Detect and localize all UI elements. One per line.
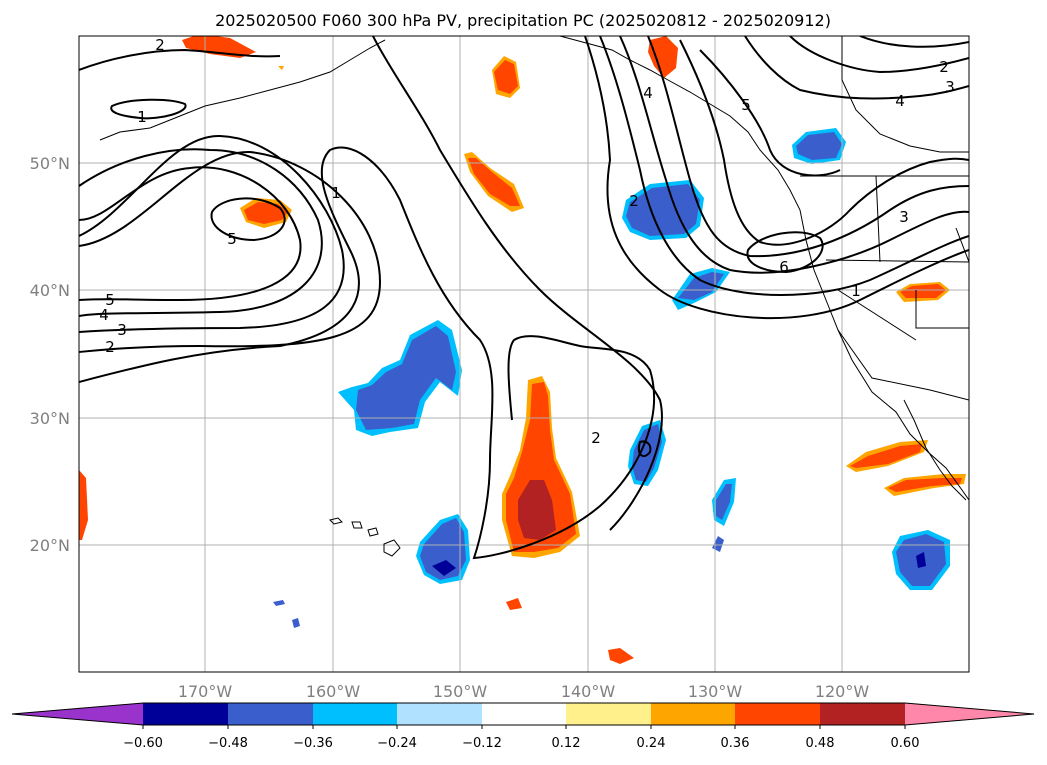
- contour-label: 2: [939, 58, 949, 76]
- contour-label: 6: [779, 258, 789, 276]
- lon-tick-label: 170°W: [178, 682, 233, 701]
- colorbar-tick-label: −0.36: [293, 736, 333, 751]
- contour-label: 1: [331, 184, 341, 202]
- contour-label: 2: [155, 36, 165, 54]
- lat-tick-label: 50°N: [30, 154, 70, 173]
- colorbar-segment: [228, 703, 313, 725]
- lon-tick-label: 120°W: [815, 682, 870, 701]
- colorbar-tick-label: 0.48: [806, 736, 835, 751]
- contour-label: 3: [117, 321, 127, 339]
- pos-area-edge: [79, 470, 88, 540]
- colorbar-extend-low: [12, 703, 143, 725]
- map-panel: 2 1 1 5 5 4 3 2 2 4 5 6 1 2 3 4 3 2: [79, 36, 969, 672]
- contour-label: 3: [899, 208, 909, 226]
- hawaii-islands: [329, 517, 401, 557]
- lon-tick-label: 160°W: [306, 682, 361, 701]
- colorbar: −0.60 −0.48 −0.36 −0.24 −0.12 0.12 0.24 …: [11, 702, 1035, 751]
- colorbar-segment: [397, 703, 482, 725]
- contour-label: 5: [741, 96, 751, 114]
- contour-label: 2: [629, 192, 639, 210]
- contour-label: 2: [105, 338, 115, 356]
- contour-label: 5: [227, 230, 237, 248]
- contour-label: 4: [895, 92, 905, 110]
- colorbar-segment: [143, 703, 228, 725]
- contour-label: 3: [945, 78, 955, 96]
- lat-tick-label: 20°N: [30, 536, 70, 555]
- longitude-tick-labels: 170°W 160°W 150°W 140°W 130°W 120°W: [178, 682, 870, 701]
- contour-label: 2: [591, 429, 601, 447]
- lon-tick-label: 130°W: [688, 682, 743, 701]
- positive-precip-areas: [79, 36, 966, 664]
- pv-contours: [79, 36, 969, 560]
- colorbar-segment: [313, 703, 397, 725]
- colorbar-tick-label: −0.12: [462, 736, 502, 751]
- colorbar-tick-label: 0.36: [721, 736, 750, 751]
- colorbar-tick-label: −0.60: [123, 736, 163, 751]
- pos-area-alaska-coast: [648, 36, 678, 78]
- colorbar-tick-label: 0.60: [891, 736, 920, 751]
- contour-label: 1: [851, 282, 861, 300]
- lon-tick-label: 140°W: [561, 682, 616, 701]
- colorbar-tick-label: −0.48: [208, 736, 248, 751]
- lat-tick-label: 30°N: [30, 409, 70, 428]
- contour-labels: 2 1 1 5 5 4 3 2 2 4 5 6 1 2 3 4 3 2: [99, 36, 955, 447]
- contour-label: 4: [99, 306, 109, 324]
- lon-tick-label: 150°W: [433, 682, 488, 701]
- colorbar-segment: [566, 703, 651, 725]
- colorbar-tick-label: −0.24: [377, 736, 417, 751]
- colorbar-segment: [651, 703, 735, 725]
- colorbar-extend-high: [905, 703, 1034, 725]
- map-frame: [78, 35, 970, 673]
- map-title: 2025020500 F060 300 hPa PV, precipitatio…: [215, 11, 831, 30]
- colorbar-segment: [482, 703, 566, 725]
- contour-label: 4: [643, 84, 653, 102]
- colorbar-tick-label: 0.12: [552, 736, 581, 751]
- colorbar-tick-label: 0.24: [637, 736, 666, 751]
- lat-tick-label: 40°N: [30, 281, 70, 300]
- colorbar-segment: [820, 703, 905, 725]
- contour-label: 5: [105, 291, 115, 309]
- latitude-tick-labels: 50°N 40°N 30°N 20°N: [30, 154, 70, 555]
- colorbar-segment: [735, 703, 820, 725]
- pos-area-northwest: [182, 36, 256, 58]
- contour-label: 1: [137, 108, 147, 126]
